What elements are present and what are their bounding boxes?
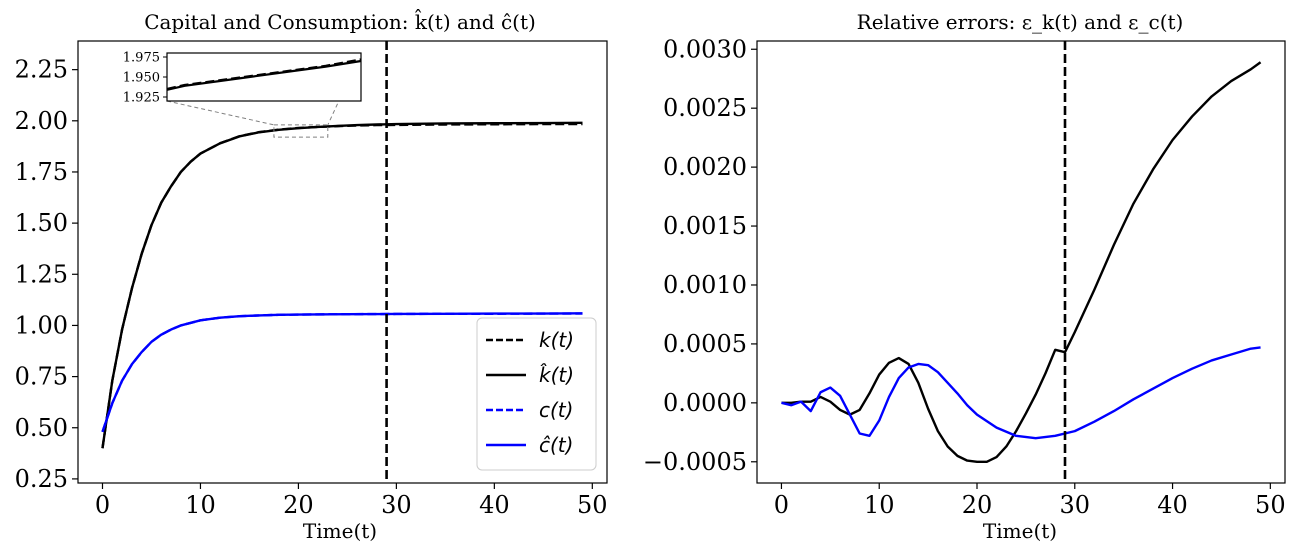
- c0-axes-frame: [77, 40, 608, 484]
- c0-y-tick-label: 0.25: [15, 465, 68, 493]
- c0-x-tick-label: 40: [479, 491, 510, 519]
- inset-connector-line: [327, 52, 362, 126]
- c0-x-tick-label: 20: [283, 491, 314, 519]
- legend-label: k̂(t): [539, 363, 574, 387]
- c0-y-tick-label: 2.00: [15, 107, 68, 135]
- c1-x-tick-label: 50: [1255, 491, 1286, 519]
- c1-y-tick-label: 0.0010: [663, 271, 747, 299]
- legend-box: [476, 317, 597, 471]
- inset-y-tick-label: 1.975: [123, 51, 160, 66]
- c0-x-tick-label: 30: [381, 491, 412, 519]
- legend-label: k(t): [539, 328, 574, 352]
- c1-x-tick-label: 40: [1157, 491, 1188, 519]
- c1-y-tick-label: −0.0005: [643, 448, 747, 476]
- c0-y-tick-label: 0.50: [15, 414, 68, 442]
- c0-y-tick-label: 1.25: [15, 260, 68, 288]
- c1-axes-frame: [756, 40, 1286, 484]
- c1-series-line-1: [781, 346, 1261, 440]
- c1-y-tick-label: 0.0015: [663, 212, 747, 240]
- right-plot-area: 0 10 20 30 40 50 −0.0005 0.0000 0.0005 0.0010 0.00…: [643, 35, 1286, 519]
- left-chart-title: Capital and Consumption: k̂(t) and ĉ(t): [144, 8, 536, 34]
- c0-y-tick-label: 0.75: [15, 363, 68, 391]
- c0-series-line-3: [101, 312, 583, 433]
- c1-y-tick-label: 0.0000: [663, 389, 747, 417]
- c1-x-tick-label: 0: [774, 491, 789, 519]
- c0-y-tick-label: 2.25: [15, 56, 68, 84]
- left-plot-area: 0 10 20 30 40 50 0.25 0.50 0.75 1.00 1.25 1.50 1.75 2…: [15, 40, 608, 519]
- inset-y-tick-label: 1.950: [123, 71, 160, 86]
- c1-x-tick-label: 20: [962, 491, 993, 519]
- legend-label: ĉ(t): [539, 433, 573, 457]
- right-x-axis-label: Time(t): [983, 519, 1057, 543]
- c1-y-tick-label: 0.0020: [663, 153, 747, 181]
- c0-y-tick-label: 1.50: [15, 209, 68, 237]
- c1-series-line-0: [781, 61, 1262, 463]
- legend-label: c(t): [539, 398, 573, 422]
- c1-y-tick-label: 0.0030: [663, 35, 747, 63]
- c0-x-tick-label: 0: [95, 491, 110, 519]
- inset-y-tick-label: 1.925: [123, 91, 160, 106]
- c1-y-tick-label: 0.0025: [663, 94, 747, 122]
- left-x-axis-label: Time(t): [303, 519, 377, 543]
- c1-x-tick-label: 30: [1060, 491, 1091, 519]
- inset-connector-line: [166, 100, 275, 126]
- c0-x-tick-label: 50: [577, 491, 608, 519]
- right-chart-title: Relative errors: ε_k(t) and ε_c(t): [857, 10, 1184, 34]
- c0-y-tick-label: 1.75: [15, 158, 68, 186]
- left-chart: Capital and Consumption: k̂(t) and ĉ(t) …: [15, 8, 608, 543]
- c1-y-tick-label: 0.0005: [663, 330, 747, 358]
- inset-series-line-1: [166, 59, 362, 91]
- right-chart: Relative errors: ε_k(t) and ε_c(t) 0 10 20…: [643, 10, 1286, 543]
- inset-zoom-region: [273, 124, 329, 138]
- c0-x-tick-label: 10: [185, 491, 216, 519]
- c1-x-tick-label: 10: [864, 491, 895, 519]
- c0-y-tick-label: 1.00: [15, 311, 68, 339]
- inset-background: [167, 53, 361, 101]
- c0-series-line-1: [101, 121, 583, 449]
